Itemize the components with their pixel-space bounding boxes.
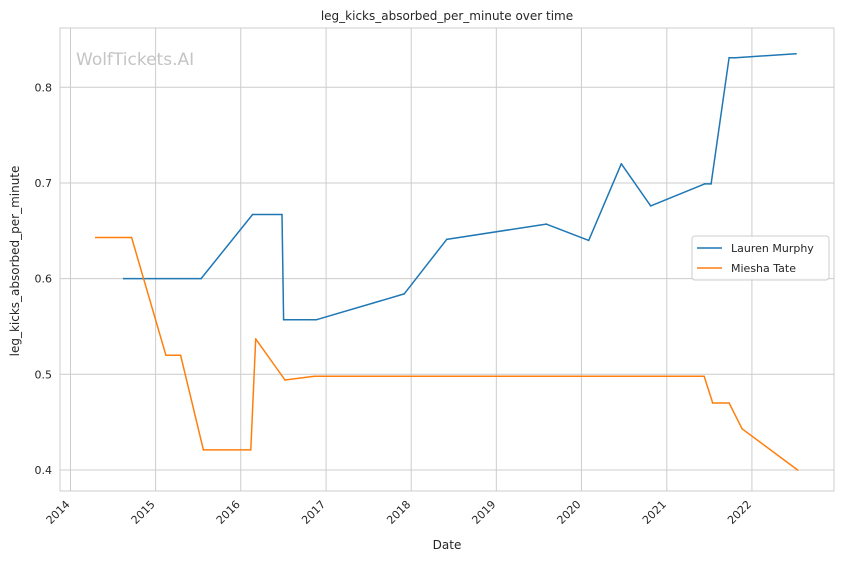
- data-point-miesha-tate: [711, 402, 714, 404]
- data-point-lauren-murphy: [795, 53, 797, 55]
- series-line-miesha-tate: [94, 236, 799, 471]
- data-point-lauren-murphy: [251, 213, 254, 216]
- data-point-miesha-tate: [703, 375, 705, 378]
- data-point-lauren-murphy: [403, 293, 406, 295]
- data-point-miesha-tate: [250, 449, 252, 451]
- data-point-miesha-tate: [165, 354, 167, 357]
- data-point-lauren-murphy: [587, 239, 590, 242]
- chart-title: leg_kicks_absorbed_per_minute over time: [321, 9, 573, 23]
- data-point-lauren-murphy: [200, 277, 202, 280]
- legend: Lauren Murphy Miesha Tate: [691, 235, 830, 281]
- legend-label-miesha-tate: Miesha Tate: [731, 262, 796, 275]
- y-tick-label: 0.8: [35, 81, 53, 94]
- legend-label-lauren-murphy: Lauren Murphy: [731, 242, 814, 255]
- legend-box: [691, 235, 830, 281]
- data-point-lauren-murphy: [445, 238, 448, 241]
- data-point-miesha-tate: [728, 402, 730, 404]
- data-point-lauren-murphy: [703, 183, 706, 185]
- data-point-lauren-murphy: [122, 277, 125, 280]
- data-point-lauren-murphy: [281, 213, 283, 216]
- data-point-miesha-tate: [796, 469, 799, 471]
- data-point-lauren-murphy: [620, 163, 623, 165]
- y-tick-label: 0.4: [35, 464, 53, 477]
- y-tick-label: 0.7: [35, 177, 53, 190]
- data-point-lauren-murphy: [710, 183, 712, 185]
- watermark: WolfTickets.AI: [76, 50, 194, 70]
- data-point-miesha-tate: [179, 354, 182, 357]
- plot-frame: [59, 27, 835, 492]
- data-point-miesha-tate: [313, 375, 316, 378]
- data-point-lauren-murphy: [734, 56, 737, 59]
- data-point-lauren-murphy: [315, 319, 317, 321]
- series-layer: [94, 53, 799, 471]
- grid: [60, 28, 834, 491]
- data-point-lauren-murphy: [282, 319, 285, 321]
- data-point-lauren-murphy: [649, 205, 652, 207]
- data-point-miesha-tate: [202, 449, 205, 451]
- y-axis-label: leg_kicks_absorbed_per_minute: [8, 166, 22, 357]
- data-point-miesha-tate: [741, 428, 743, 430]
- data-point-miesha-tate: [284, 379, 286, 381]
- data-point-miesha-tate: [254, 338, 257, 340]
- y-tick-label: 0.6: [35, 273, 53, 286]
- data-point-lauren-murphy: [728, 56, 730, 59]
- data-point-miesha-tate: [94, 236, 97, 239]
- data-point-lauren-murphy: [545, 223, 547, 225]
- data-point-miesha-tate: [130, 236, 133, 239]
- y-tick-label: 0.5: [35, 368, 53, 381]
- x-axis-label: Date: [433, 538, 462, 552]
